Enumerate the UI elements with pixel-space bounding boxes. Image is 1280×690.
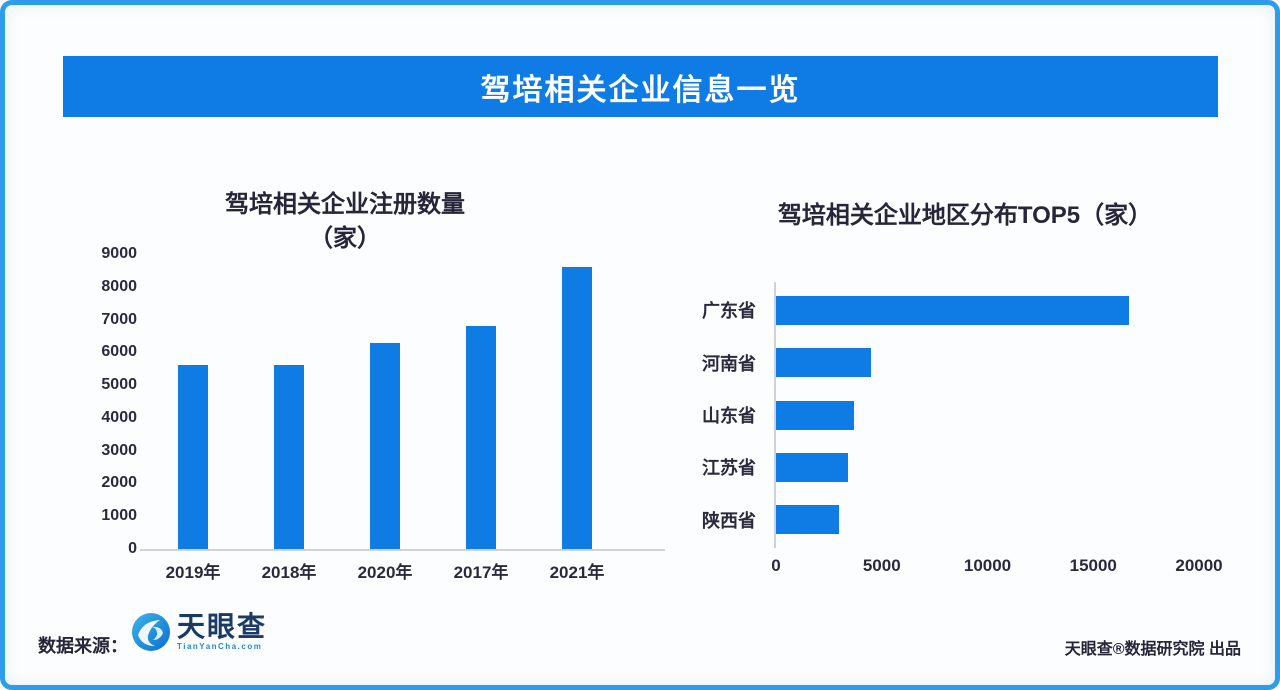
x-tick-label: 0 — [771, 556, 781, 575]
credit-text: 天眼查®数据研究院 出品 — [1064, 641, 1241, 658]
region-label-河南省: 河南省 — [702, 353, 756, 374]
region-bar-河南省 — [776, 348, 872, 378]
registration-chart-title-line1: 驾培相关企业注册数量 — [225, 191, 465, 218]
bar-row — [776, 284, 1199, 336]
registration-bar-2021年 — [562, 267, 592, 549]
x-tick-label: 10000 — [963, 556, 1012, 575]
bar-slot — [337, 254, 433, 549]
y-tick-label: 5000 — [101, 376, 137, 394]
bar-row — [776, 441, 1199, 493]
y-tick-label: 6000 — [101, 343, 137, 361]
x-tick-label: 15000 — [1069, 556, 1117, 575]
x-tick-label: 5000 — [862, 556, 901, 575]
region-chart-axis-line — [774, 282, 776, 548]
y-tick-label: 7000 — [101, 310, 137, 328]
x-tick-label: 2018年 — [261, 563, 317, 582]
region-bar-陕西省 — [776, 505, 840, 535]
bar-row — [776, 389, 1199, 441]
header-banner: 驾培相关企业信息一览 — [63, 56, 1218, 117]
registration-chart-title-line2: （家） — [309, 225, 381, 252]
x-tick-label: 2020年 — [357, 563, 413, 582]
bar-slot — [433, 254, 529, 549]
region-bar-广东省 — [776, 295, 1130, 325]
bar-slot — [241, 254, 337, 549]
region-label-陕西省: 陕西省 — [702, 510, 756, 531]
y-tick-label: 1000 — [101, 507, 137, 525]
registration-bar-2018年 — [274, 365, 304, 549]
y-tick-label: 9000 — [101, 245, 137, 262]
x-tick-label: 20000 — [1175, 556, 1223, 575]
tianyancha-logo-text: 天眼查 TianYanCha.com — [177, 613, 267, 651]
y-tick-label: 2000 — [101, 474, 137, 492]
registration-bar-2020年 — [370, 342, 400, 549]
region-bar-江苏省 — [776, 452, 848, 482]
region-label-山东省: 山东省 — [702, 406, 756, 427]
tianyancha-logo-url: TianYanCha.com — [177, 642, 263, 651]
bar-slot — [529, 254, 625, 549]
region-label-广东省: 广东省 — [702, 301, 756, 322]
registration-chart-y-axis: 9000 8000 7000 6000 5000 4000 3000 2000 1000 0 — [75, 245, 137, 557]
region-chart-category-labels: 广东省河南省山东省江苏省陕西省 — [675, 284, 765, 546]
region-chart-x-ticks: 0 5000 10000 15000 20000 — [771, 556, 1222, 578]
y-tick-label: 3000 — [101, 441, 137, 459]
page-title: 驾培相关企业信息一览 — [480, 73, 801, 107]
bar-slot — [145, 254, 241, 549]
tianyancha-logo-name: 天眼查 — [177, 611, 268, 642]
y-tick-label: 8000 — [101, 277, 137, 295]
region-bar-山东省 — [776, 400, 855, 430]
tianyancha-logo: 天眼查 TianYanCha.com — [131, 612, 267, 652]
x-tick-label: 2017年 — [453, 563, 509, 582]
registration-chart-plot — [145, 254, 625, 549]
y-tick-label: 4000 — [101, 408, 137, 426]
bar-row — [776, 494, 1199, 546]
x-tick-label: 2019年 — [165, 563, 221, 582]
bar-row — [776, 336, 1199, 388]
data-source-label: 数据来源： — [38, 636, 128, 656]
registration-chart-title: 驾培相关企业注册数量 （家） — [145, 188, 545, 256]
registration-chart-baseline — [140, 549, 665, 551]
x-tick-label: 2021年 — [549, 563, 605, 582]
region-label-江苏省: 江苏省 — [702, 458, 756, 479]
registration-bar-2017年 — [466, 326, 496, 549]
registration-bar-2019年 — [178, 365, 208, 549]
registration-chart-x-labels: 2019年 2018年 2020年 2017年 2021年 — [145, 558, 625, 583]
region-chart-plot — [776, 284, 1199, 546]
tianyancha-logo-icon — [132, 613, 170, 651]
y-tick-label: 0 — [128, 540, 137, 557]
region-chart-title: 驾培相关企业地区分布TOP5（家） — [777, 202, 1153, 229]
